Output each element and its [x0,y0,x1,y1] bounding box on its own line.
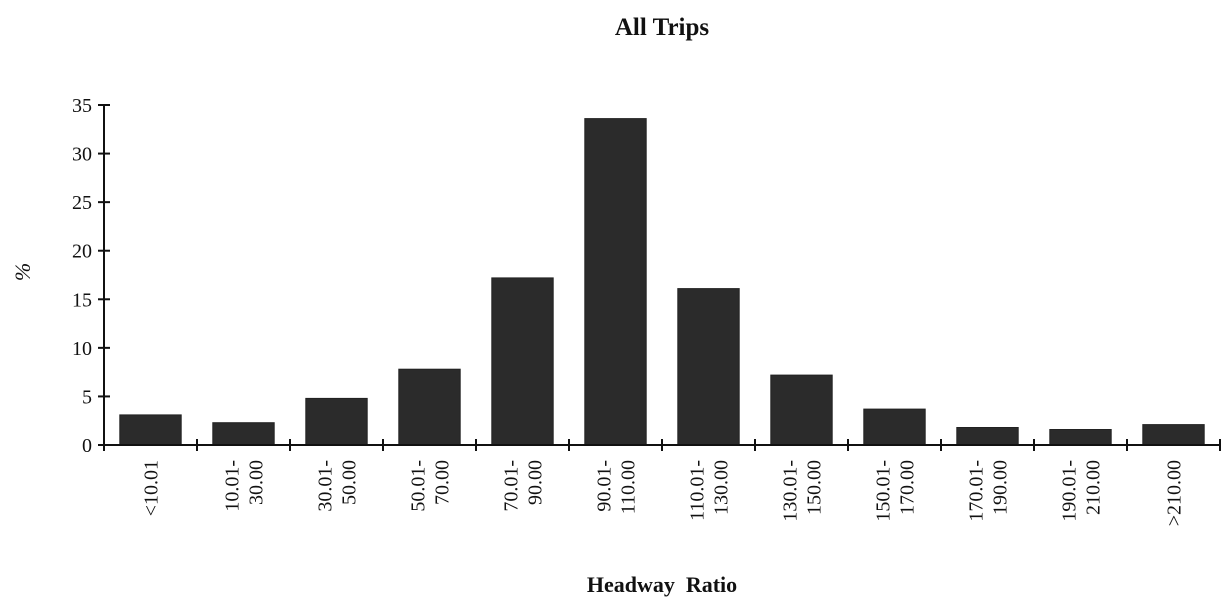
x-category-label-10: 190.01- 210.00 [1059,460,1105,522]
bar-0 [119,414,182,446]
x-category-label-0: <10.01 [141,460,163,516]
y-tick-label-1: 5 [82,386,92,408]
bar-2 [305,397,368,446]
x-category-label-6: 110.01- 130.00 [687,460,733,521]
x-category-label-2: 30.01- 50.00 [315,460,361,512]
y-tick-label-2: 10 [72,338,92,360]
x-category-labels-group: <10.01 10.01- 30.00 30.01- 50.00 50.01- 70.00 7… [141,460,1186,526]
x-category-label-0-line-0: <10.01 [141,460,163,516]
x-category-label-5-line-0: 90.01- [594,460,616,512]
y-tick-label-7: 35 [72,95,92,117]
x-category-label-7-line-1: 150.00 [804,460,826,515]
x-category-label-2-line-0: 30.01- [315,460,337,512]
x-category-label-9-line-1: 190.00 [990,460,1012,515]
x-category-label-1-line-1: 30.00 [246,460,268,505]
y-tick-label-3: 15 [72,289,92,311]
chart-title: All Trips [615,14,710,41]
x-ticks-group [103,439,1221,451]
bar-7 [770,374,833,446]
x-axis-label: Headway Ratio [587,572,737,597]
x-category-label-9-line-0: 170.01- [966,460,988,522]
x-category-label-9: 170.01- 190.00 [966,460,1012,522]
x-category-label-10-line-1: 210.00 [1083,460,1105,515]
x-category-label-8-line-1: 170.00 [897,460,919,515]
x-category-label-11: >210.00 [1164,460,1186,526]
bar-5 [584,118,647,446]
bar-11 [1142,424,1205,446]
x-category-label-10-line-0: 190.01- [1059,460,1081,522]
bar-8 [863,408,926,446]
x-category-label-3-line-0: 50.01- [408,460,430,512]
y-axis-label: % [10,263,35,281]
x-category-label-5: 90.01- 110.00 [594,460,640,514]
y-ticks-group: 0 5 10 15 20 25 30 35 [72,95,110,457]
x-category-label-4: 70.01- 90.00 [501,460,547,512]
bar-4 [491,277,554,446]
x-category-label-2-line-1: 50.00 [339,460,361,505]
x-category-label-4-line-0: 70.01- [501,460,523,512]
axes-group [103,105,1220,446]
y-tick-label-6: 30 [72,144,92,166]
x-category-label-5-line-1: 110.00 [618,460,640,514]
x-category-label-1-line-0: 10.01- [222,460,244,512]
x-category-label-11-line-0: >210.00 [1164,460,1186,526]
y-tick-label-5: 25 [72,192,92,214]
x-category-label-3: 50.01- 70.00 [408,460,454,512]
x-category-label-4-line-1: 90.00 [525,460,547,505]
y-tick-label-0: 0 [82,435,92,457]
x-category-label-7: 130.01- 150.00 [780,460,826,522]
y-tick-label-4: 20 [72,241,92,263]
bar-1 [212,422,275,446]
bars-group [119,118,1205,446]
x-category-label-7-line-0: 130.01- [780,460,802,522]
x-category-label-6-line-1: 130.00 [711,460,733,515]
x-category-label-1: 10.01- 30.00 [222,460,268,512]
x-category-label-8: 150.01- 170.00 [873,460,919,522]
bar-9 [956,427,1019,446]
x-category-label-6-line-0: 110.01- [687,460,709,521]
bar-10 [1049,429,1112,446]
bar-6 [677,288,740,446]
x-category-label-3-line-1: 70.00 [432,460,454,505]
bar-3 [398,368,461,446]
x-category-label-8-line-0: 150.01- [873,460,895,522]
